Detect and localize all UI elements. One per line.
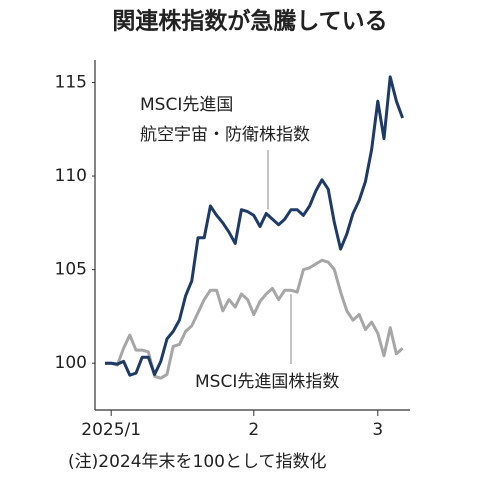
series-line [105,75,405,377]
y-tick-label: 115 [55,72,87,92]
x-tick-label: 2 [248,420,259,440]
y-tick-label: 100 [55,353,87,373]
series-line [105,258,404,380]
annotation: MSCI先進国株指数 [195,372,339,392]
chart-note: (注)2024年末を100として指数化 [68,452,326,472]
annotation: 航空宇宙・防衛株指数 [140,125,310,145]
x-tick-label: 2025/1 [81,420,141,440]
chart-title: 関連株指数が急騰している [112,8,387,35]
x-tick-label: 3 [372,420,383,440]
y-tick-label: 110 [55,166,87,186]
annotation: MSCI先進国 [140,95,233,115]
y-tick-label: 105 [55,260,87,280]
